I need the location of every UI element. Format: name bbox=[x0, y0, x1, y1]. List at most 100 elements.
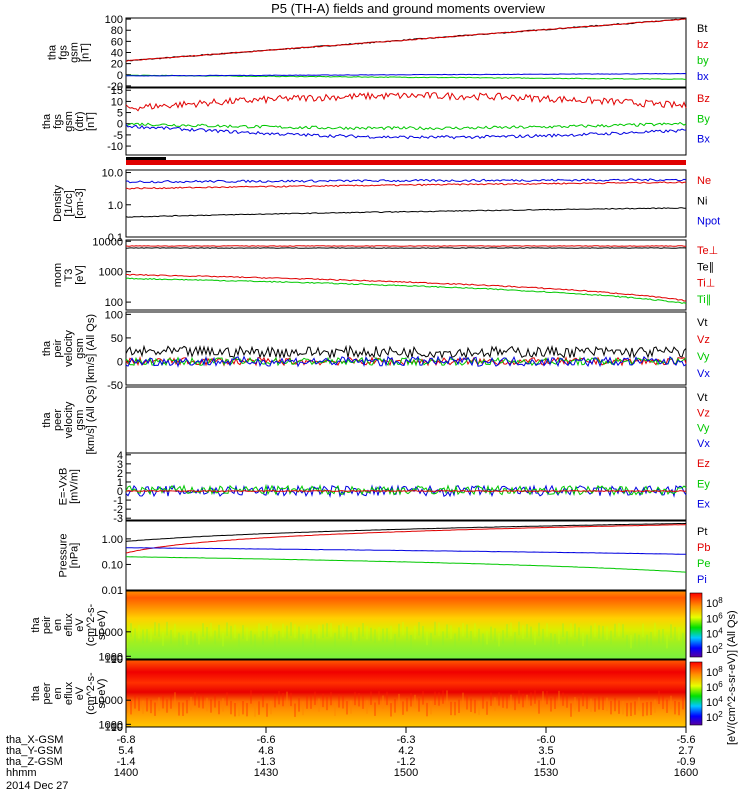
y-tick-label: 4 bbox=[117, 450, 123, 462]
spectrogram-streak bbox=[682, 632, 684, 647]
spectrogram-streak bbox=[482, 695, 484, 709]
spectrogram-streak bbox=[618, 622, 620, 637]
spectrogram-streak bbox=[378, 691, 380, 705]
spectrogram-streak bbox=[634, 701, 636, 715]
y-axis-label: peer bbox=[41, 682, 53, 704]
y-tick-label: 1.0 bbox=[108, 200, 123, 212]
spectrogram-streak bbox=[546, 623, 548, 637]
spectrogram-streak bbox=[130, 623, 132, 637]
spectrogram-streak bbox=[390, 703, 392, 717]
spectrogram-streak bbox=[646, 702, 648, 716]
spectrogram-streak bbox=[558, 690, 560, 705]
orbit-row-value: 1430 bbox=[253, 767, 279, 779]
panel-8: 1.00 0.10 0.01 Pressure [nPa] Pt Pb Pe Pi bbox=[58, 520, 710, 597]
spectrogram-streak bbox=[646, 634, 648, 649]
spectrogram-streak bbox=[602, 625, 604, 640]
spectrogram-streak bbox=[170, 629, 172, 644]
series-line-ne bbox=[125, 181, 687, 190]
spectrogram-streak bbox=[290, 692, 292, 707]
spectrogram-streak bbox=[406, 698, 408, 712]
y-axis-label: velocity bbox=[63, 330, 75, 367]
spectrogram-streak bbox=[674, 626, 676, 641]
colorbar bbox=[689, 592, 703, 658]
y-axis-label: gsm bbox=[74, 410, 86, 431]
orbit-row-value: -0.9 bbox=[676, 756, 696, 768]
orbit-row-value: -6.3 bbox=[396, 734, 416, 746]
spectrogram-streak bbox=[474, 699, 476, 714]
spectrogram-streak bbox=[550, 633, 552, 647]
y-tick-label: 20 bbox=[111, 59, 123, 71]
y-tick-label: 15 bbox=[111, 85, 123, 97]
spectrogram-streak bbox=[310, 629, 312, 643]
panel-frame bbox=[125, 386, 687, 454]
y-axis-label: fgs bbox=[58, 45, 70, 60]
spectrogram-streak bbox=[562, 692, 564, 706]
spectrogram-streak bbox=[434, 691, 436, 706]
panel-5: 100 50 0 -50 tha peir velocity gsm [km/s] (All Q… bbox=[41, 309, 710, 392]
y-axis-label: T3 bbox=[63, 269, 75, 282]
orbit-row-value: -6.8 bbox=[116, 734, 136, 746]
spectrogram-streak bbox=[602, 696, 604, 710]
spectrogram-streak bbox=[642, 702, 644, 717]
orbit-row-value: 2.7 bbox=[678, 745, 694, 757]
spectrogram-streak bbox=[498, 632, 500, 647]
spectrogram-streak bbox=[606, 697, 608, 712]
spectrogram-streak bbox=[450, 625, 452, 639]
colorbar-unit-label: [eV/(cm^2-s-sr-eV)] (All Qs) bbox=[726, 610, 738, 745]
spectrogram-streak bbox=[622, 624, 624, 638]
orbit-row-value: -1.0 bbox=[536, 756, 556, 768]
y-axis-label: [nPa] bbox=[69, 543, 81, 569]
spectrogram-streak bbox=[154, 622, 156, 636]
spectrogram-streak bbox=[166, 699, 168, 713]
spectrogram-streak bbox=[598, 696, 600, 710]
orbit-row-value: 1530 bbox=[533, 767, 559, 779]
spectrogram-streak bbox=[618, 700, 620, 714]
spectrogram-streak bbox=[398, 693, 400, 708]
y-tick-label: -3 bbox=[113, 513, 123, 525]
spectrogram-streak bbox=[578, 627, 580, 642]
orbit-row-value: 1500 bbox=[393, 767, 419, 779]
spectrogram-streak bbox=[610, 630, 612, 645]
spectrogram-streak bbox=[566, 694, 568, 708]
spectrogram-streak bbox=[230, 625, 232, 640]
y-tick-label: 40 bbox=[111, 48, 123, 60]
spectrogram-streak bbox=[582, 632, 584, 647]
spectrogram-streak bbox=[530, 692, 532, 706]
spectrogram-streak bbox=[498, 692, 500, 706]
spectrogram-streak bbox=[362, 623, 364, 637]
panel-frame bbox=[125, 520, 687, 591]
y-axis-label: eflux bbox=[63, 613, 75, 637]
series-line-vt bbox=[125, 344, 687, 360]
spectrogram-streak bbox=[262, 630, 264, 645]
spectrogram-streak bbox=[222, 698, 224, 712]
spectrogram-streak bbox=[522, 693, 524, 708]
spectrogram-streak bbox=[410, 635, 412, 649]
spectrogram-streak bbox=[202, 695, 204, 709]
legend-entry: Pb bbox=[697, 542, 710, 554]
spectrogram-streak bbox=[314, 691, 316, 705]
spectrogram-streak bbox=[422, 691, 424, 705]
y-axis-label: gsm bbox=[63, 111, 75, 132]
spectrogram-streak bbox=[554, 634, 556, 648]
y-tick-label: 3 bbox=[117, 459, 123, 471]
spectrogram-streak bbox=[626, 702, 628, 717]
spectrogram-streak bbox=[190, 631, 192, 645]
spectrogram-streak bbox=[354, 691, 356, 706]
y-tick-label: -50 bbox=[107, 380, 123, 392]
series-line-bz bbox=[125, 18, 687, 62]
spectrogram-streak bbox=[454, 633, 456, 648]
y-axis-label: [km/s] (All Qs) bbox=[85, 385, 97, 454]
spectrogram-streak bbox=[170, 695, 172, 709]
y-axis-label: fgs bbox=[52, 114, 64, 129]
series-line-by bbox=[125, 121, 687, 131]
spectrogram-streak bbox=[250, 630, 252, 645]
spectrogram-streak bbox=[162, 695, 164, 709]
spectrogram-streak bbox=[162, 632, 164, 646]
spectrogram-streak bbox=[386, 691, 388, 706]
spectrogram-fill bbox=[126, 591, 686, 659]
spectrogram-streak bbox=[666, 634, 668, 649]
spectrogram-streak bbox=[206, 697, 208, 712]
spectrogram-streak bbox=[370, 627, 372, 642]
